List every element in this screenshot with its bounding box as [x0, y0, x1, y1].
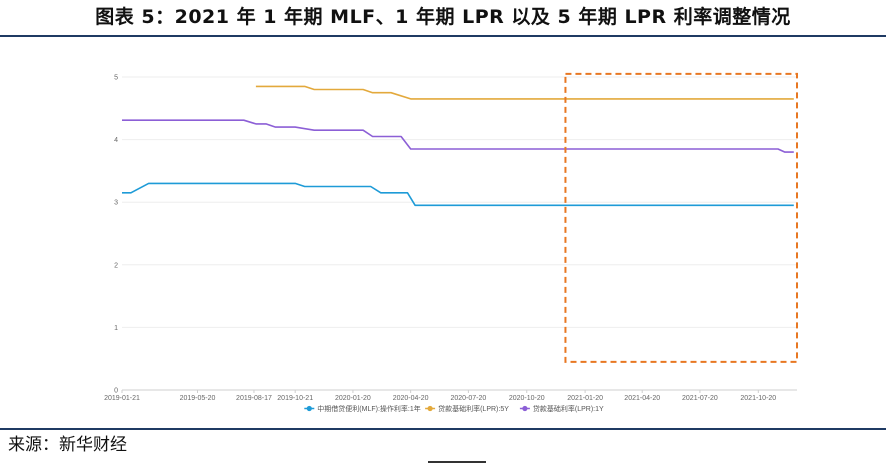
x-tick-label: 2020-07-20: [450, 395, 486, 402]
series-line-3: [122, 119, 794, 153]
y-tick-label: 0: [114, 388, 118, 395]
figure-title: 图表 5：2021 年 1 年期 MLF、1 年期 LPR 以及 5 年期 LP…: [95, 6, 791, 28]
x-tick-label: 2019-10-21: [277, 395, 313, 402]
source-label: 来源：: [8, 435, 59, 455]
x-tick-label: 2021-10-20: [740, 395, 776, 402]
series-line-2: [255, 85, 794, 100]
y-tick-label: 3: [114, 200, 118, 207]
title-rule: [0, 35, 886, 37]
source-rule: [0, 428, 886, 430]
legend-swatch-dot-3: [522, 405, 528, 412]
legend-swatch-dot-2: [427, 405, 433, 412]
highlight-box: [564, 72, 798, 363]
y-tick-label: 2: [114, 262, 118, 269]
x-tick-label: 2019-08-17: [236, 395, 272, 402]
x-tick-label: 2019-01-21: [104, 395, 140, 402]
source-name: 新华财经: [59, 435, 127, 455]
legend-label-2: 贷款基础利率(LPR):5Y: [438, 404, 509, 413]
x-tick-label: 2020-01-20: [335, 395, 371, 402]
y-tick-label: 1: [114, 325, 118, 332]
x-tick-label: 2020-10-20: [509, 395, 545, 402]
x-tick-label: 2019-05-20: [180, 395, 216, 402]
page-marker: [428, 461, 486, 463]
x-tick-label: 2021-07-20: [682, 395, 718, 402]
series-line-1: [122, 182, 794, 207]
y-tick-label: 5: [114, 75, 118, 82]
legend-swatch-dot-1: [306, 405, 312, 412]
legend-label-1: 中期借贷便利(MLF):操作利率:1年: [317, 404, 420, 413]
x-tick-label: 2020-04-20: [393, 395, 429, 402]
x-tick-label: 2021-04-20: [624, 395, 660, 402]
y-tick-label: 4: [114, 137, 118, 144]
x-tick-label: 2021-01-20: [567, 395, 603, 402]
source-note: 来源：新华财经: [8, 433, 127, 457]
rate-line-chart: 0 1 2 3 4 5 2019-01-21 2019-05-20 2019-08-17 2019…: [104, 72, 798, 413]
legend-label-3: 贷款基础利率(LPR):1Y: [533, 404, 604, 413]
